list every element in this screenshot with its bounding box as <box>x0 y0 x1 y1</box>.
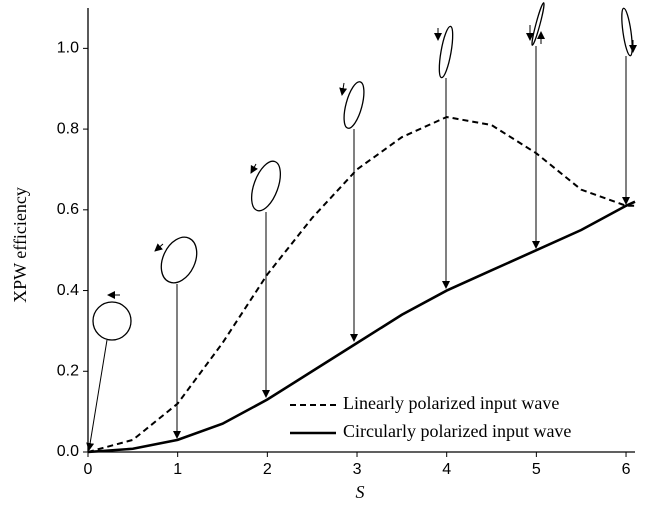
y-tick-label: 1.0 <box>57 40 79 57</box>
x-tick-label: 6 <box>622 461 631 478</box>
x-tick-label: 4 <box>442 461 451 478</box>
x-tick-label: 0 <box>84 461 93 478</box>
y-tick-label: 0.0 <box>57 443 79 460</box>
line-series <box>87 200 636 454</box>
x-tick-label: 3 <box>353 461 362 478</box>
polarization-ellipses <box>92 2 633 341</box>
legend-label: Circularly polarized input wave <box>343 421 571 441</box>
x-tick-label: 1 <box>173 461 182 478</box>
y-tick-label: 0.2 <box>57 362 79 379</box>
y-tick-label: 0.4 <box>57 282 79 299</box>
x-tick-label: 5 <box>532 461 541 478</box>
y-tick-label: 0.6 <box>57 201 79 218</box>
y-axis-title: XPW efficiency <box>10 187 30 303</box>
legend-label: Linearly polarized input wave <box>343 393 559 413</box>
x-tick-label: 2 <box>263 461 272 478</box>
x-axis-title: S <box>356 482 365 502</box>
annotation-arrows <box>86 25 637 451</box>
line-series <box>87 115 635 453</box>
y-tick-label: 0.8 <box>57 120 79 137</box>
